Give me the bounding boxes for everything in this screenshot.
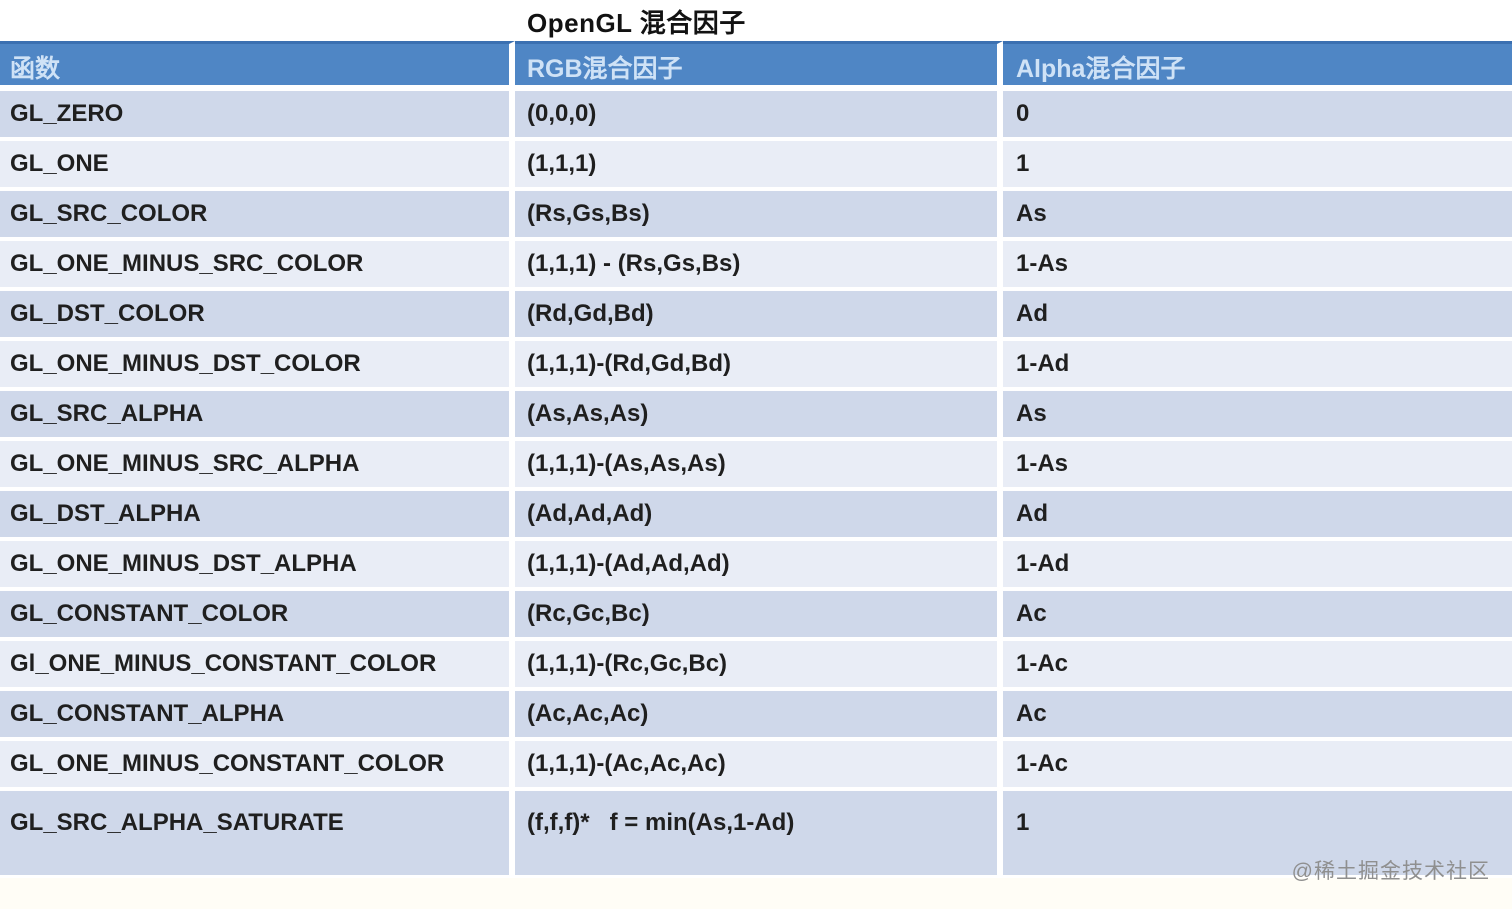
table-row: GL_SRC_ALPHA (As,As,As) As bbox=[0, 391, 1512, 441]
cell-rgb-factor: (1,1,1)-(Ac,Ac,Ac) bbox=[515, 741, 1003, 791]
cell-function: GL_CONSTANT_COLOR bbox=[0, 591, 515, 641]
cell-alpha-factor: Ad bbox=[1003, 491, 1512, 541]
cell-alpha-factor: 1-As bbox=[1003, 441, 1512, 491]
cell-function: GL_ONE_MINUS_DST_COLOR bbox=[0, 341, 515, 391]
cell-function: GL_SRC_ALPHA bbox=[0, 391, 515, 441]
table-row: GL_CONSTANT_COLOR (Rc,Gc,Bc) Ac bbox=[0, 591, 1512, 641]
cell-rgb-factor: (As,As,As) bbox=[515, 391, 1003, 441]
table-row: GL_ONE (1,1,1) 1 bbox=[0, 141, 1512, 191]
cell-rgb-factor: (1,1,1)-(As,As,As) bbox=[515, 441, 1003, 491]
cell-function: GL_ONE_MINUS_DST_ALPHA bbox=[0, 541, 515, 591]
cell-rgb-factor: (0,0,0) bbox=[515, 91, 1003, 141]
opengl-blend-factor-table: 函数 RGB混合因子 Alpha混合因子 GL_ZERO (0,0,0) 0 G… bbox=[0, 41, 1512, 879]
cell-alpha-factor: As bbox=[1003, 191, 1512, 241]
cell-function: GL_ONE_MINUS_CONSTANT_COLOR bbox=[0, 741, 515, 791]
table-header-row: 函数 RGB混合因子 Alpha混合因子 bbox=[0, 41, 1512, 91]
cell-function: GL_DST_ALPHA bbox=[0, 491, 515, 541]
cell-rgb-factor: (1,1,1)-(Rd,Gd,Bd) bbox=[515, 341, 1003, 391]
cell-function: GL_ONE_MINUS_SRC_COLOR bbox=[0, 241, 515, 291]
cell-rgb-factor: (Ad,Ad,Ad) bbox=[515, 491, 1003, 541]
cell-rgb-factor: (Ac,Ac,Ac) bbox=[515, 691, 1003, 741]
column-header-alpha-factor: Alpha混合因子 bbox=[1003, 41, 1512, 91]
table-row: GL_ONE_MINUS_SRC_ALPHA (1,1,1)-(As,As,As… bbox=[0, 441, 1512, 491]
table-row: GL_SRC_ALPHA_SATURATE (f,f,f)* f = min(A… bbox=[0, 791, 1512, 879]
table-row: GL_DST_ALPHA (Ad,Ad,Ad) Ad bbox=[0, 491, 1512, 541]
cell-rgb-factor: (Rc,Gc,Bc) bbox=[515, 591, 1003, 641]
cell-function: GL_ONE_MINUS_SRC_ALPHA bbox=[0, 441, 515, 491]
cell-alpha-factor: As bbox=[1003, 391, 1512, 441]
cell-alpha-factor: 1 bbox=[1003, 141, 1512, 191]
table-row: GL_DST_COLOR (Rd,Gd,Bd) Ad bbox=[0, 291, 1512, 341]
cell-function: GL_CONSTANT_ALPHA bbox=[0, 691, 515, 741]
cell-rgb-factor: (Rs,Gs,Bs) bbox=[515, 191, 1003, 241]
cell-alpha-factor: Ad bbox=[1003, 291, 1512, 341]
cell-function: GL_SRC_COLOR bbox=[0, 191, 515, 241]
title-band bbox=[0, 0, 1512, 41]
table-row: GL_ONE_MINUS_SRC_COLOR (1,1,1) - (Rs,Gs,… bbox=[0, 241, 1512, 291]
cell-alpha-factor: 1-Ac bbox=[1003, 641, 1512, 691]
table-row: GL_CONSTANT_ALPHA (Ac,Ac,Ac) Ac bbox=[0, 691, 1512, 741]
page-title: OpenGL 混合因子 bbox=[527, 8, 746, 38]
table-row: GL_ONE_MINUS_CONSTANT_COLOR (1,1,1)-(Ac,… bbox=[0, 741, 1512, 791]
cell-rgb-factor: (1,1,1) - (Rs,Gs,Bs) bbox=[515, 241, 1003, 291]
column-header-rgb-factor: RGB混合因子 bbox=[515, 41, 1003, 91]
cell-alpha-factor: 1-Ad bbox=[1003, 341, 1512, 391]
cell-function: GL_DST_COLOR bbox=[0, 291, 515, 341]
cell-alpha-factor: Ac bbox=[1003, 591, 1512, 641]
bottom-band bbox=[0, 878, 1512, 909]
table-row: GL_SRC_COLOR (Rs,Gs,Bs) As bbox=[0, 191, 1512, 241]
cell-function: GL_ONE bbox=[0, 141, 515, 191]
cell-function: GL_SRC_ALPHA_SATURATE bbox=[0, 791, 515, 879]
cell-rgb-factor: (1,1,1) bbox=[515, 141, 1003, 191]
cell-rgb-factor: (1,1,1)-(Ad,Ad,Ad) bbox=[515, 541, 1003, 591]
cell-alpha-factor: 0 bbox=[1003, 91, 1512, 141]
cell-alpha-factor: 1-As bbox=[1003, 241, 1512, 291]
cell-rgb-factor: (Rd,Gd,Bd) bbox=[515, 291, 1003, 341]
table-row: Gl_ONE_MINUS_CONSTANT_COLOR (1,1,1)-(Rc,… bbox=[0, 641, 1512, 691]
cell-alpha-factor: 1 bbox=[1003, 791, 1512, 879]
table-row: GL_ONE_MINUS_DST_COLOR (1,1,1)-(Rd,Gd,Bd… bbox=[0, 341, 1512, 391]
cell-alpha-factor: Ac bbox=[1003, 691, 1512, 741]
table-row: GL_ZERO (0,0,0) 0 bbox=[0, 91, 1512, 141]
watermark: @稀土掘金技术社区 bbox=[1291, 860, 1490, 883]
cell-alpha-factor: 1-Ad bbox=[1003, 541, 1512, 591]
cell-function: GL_ZERO bbox=[0, 91, 515, 141]
cell-alpha-factor: 1-Ac bbox=[1003, 741, 1512, 791]
cell-rgb-factor: (f,f,f)* f = min(As,1-Ad) bbox=[515, 791, 1003, 879]
table-row: GL_ONE_MINUS_DST_ALPHA (1,1,1)-(Ad,Ad,Ad… bbox=[0, 541, 1512, 591]
cell-rgb-factor: (1,1,1)-(Rc,Gc,Bc) bbox=[515, 641, 1003, 691]
column-header-function: 函数 bbox=[0, 41, 515, 91]
cell-function: Gl_ONE_MINUS_CONSTANT_COLOR bbox=[0, 641, 515, 691]
